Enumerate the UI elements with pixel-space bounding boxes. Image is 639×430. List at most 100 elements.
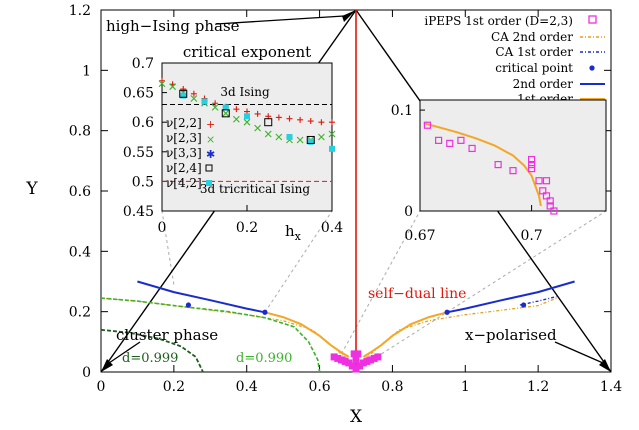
inset-left-y-tick-label: 0.5	[132, 174, 154, 190]
inset-right-x-tick-label: 0.7	[520, 228, 542, 244]
nu23-point	[275, 133, 283, 141]
phase-boundary-curves	[100, 280, 575, 373]
nu42-point	[222, 104, 229, 111]
x-tick-label: 0.2	[163, 379, 185, 395]
inset-left-xlabel: hx	[285, 222, 302, 243]
inset-left-xlabel-sub: x	[295, 230, 302, 243]
legend-label-2nd-order: 2nd order	[513, 77, 574, 91]
main-plot: 0 0.2 0.4 0.6 0.8 1 1.2 1.400.20.40.60.811.2 X …	[25, 3, 622, 427]
label-d-0990: d=0.990	[236, 351, 292, 366]
series-marker-nu22: +	[206, 118, 215, 131]
nu23-point	[169, 83, 177, 91]
nu23-point	[264, 130, 272, 138]
inset-left-series	[158, 77, 336, 152]
inset-left-y-tick-label: 0.45	[123, 204, 154, 220]
label-high-ising-phase: high−Ising phase	[106, 17, 240, 35]
guide-line	[264, 210, 333, 313]
arrow-top	[342, 10, 356, 22]
inset-left-x-tick-label: 0.4	[321, 220, 343, 236]
label-x-polarised: x−polarised	[465, 326, 557, 344]
second-order-left	[137, 280, 266, 314]
nu22-point	[233, 106, 240, 113]
nu22-point	[307, 118, 314, 125]
inset-critical-exponent: critical exponent 0 0.2 0.40.450.50.550.60…	[123, 43, 343, 243]
nu24-point	[264, 118, 273, 127]
y-tick-label: 1.2	[69, 3, 91, 19]
nu22-point	[180, 86, 187, 93]
legend-marker-ipeps	[588, 15, 597, 24]
nu23-point	[190, 95, 198, 102]
series-label-nu24: ν[2,4]	[166, 161, 202, 175]
main-tick-labels: 0 0.2 0.4 0.6 0.8 1 1.2 1.4 0 0.2 0.4 0.6 0.8 1 1.2	[69, 3, 622, 395]
y-axis-label: Y	[25, 179, 38, 199]
x-tick-label: 0	[97, 379, 106, 395]
nu22-point	[159, 77, 165, 84]
x-tick-label: 0.4	[236, 379, 258, 395]
guide-line	[381, 210, 607, 355]
inset-right-ipeps-point	[468, 144, 476, 153]
phase-labels: high−Ising phase self−dual line cluster …	[106, 17, 557, 366]
y-tick-label: 0	[82, 365, 91, 381]
arrow-right-shaft	[554, 341, 604, 364]
inset-right-ipeps-point	[527, 155, 536, 164]
nu42-point	[244, 113, 250, 120]
nu23-point	[211, 104, 219, 111]
inset-left-title: critical exponent	[183, 43, 311, 61]
ca-1st-order-right	[519, 295, 557, 306]
nu42-point	[180, 92, 187, 99]
nu24-point	[306, 135, 315, 144]
nu22-point	[275, 114, 282, 121]
inset-right-ipeps-point	[527, 160, 536, 169]
series-marker-nu24	[205, 164, 213, 172]
data-markers	[185, 302, 527, 373]
inset-right-x-tick-label: 0.67	[404, 228, 435, 244]
critical-point	[520, 302, 527, 308]
inset-left-x-tick-label: 0	[158, 220, 167, 236]
ipeps-point	[354, 350, 362, 358]
ipeps-point	[352, 356, 360, 364]
inset-right-ipeps-point	[435, 136, 443, 144]
nu42-point	[286, 134, 293, 140]
inset-right-ipeps-point	[546, 202, 554, 210]
series-label-nu33: ν[3,3]	[166, 146, 202, 160]
first-order-right	[362, 311, 448, 358]
legend-marker-critical-point	[589, 65, 595, 71]
nu42-point	[307, 138, 314, 145]
inset-right-ipeps-point	[535, 177, 543, 185]
x-tick-label: 1.2	[527, 379, 549, 395]
inset-right-ipeps-point	[494, 160, 502, 169]
inset-right-ipeps-point	[550, 207, 558, 215]
y-tick-label: 0.4	[69, 244, 91, 260]
inset-left-y-tick-label: 0.55	[123, 145, 154, 161]
inset-zoom: 0.67 0.7 0 0.1	[391, 99, 607, 244]
inset-right-ipeps-point	[539, 187, 547, 195]
series-label-nu23: ν[2,3]	[166, 131, 202, 145]
y-tick-label: 0.8	[69, 124, 91, 140]
nu23-point	[296, 136, 304, 144]
nu22-point	[254, 110, 261, 117]
x-tick-label: 0.6	[308, 379, 330, 395]
inset-right-ipeps-point	[457, 136, 465, 144]
inset-right-y-tick-label: 0.1	[391, 103, 413, 119]
inset-right-series	[423, 121, 558, 215]
y-tick-label: 0.6	[69, 184, 91, 200]
inset-right-ticks	[419, 109, 533, 212]
legend-label-critical-point: critical point	[495, 61, 573, 75]
nu22-point	[297, 116, 304, 123]
curve-d-0999	[100, 328, 204, 373]
x-tick-label: 1	[461, 379, 470, 395]
nu22-point	[329, 119, 335, 126]
inset-left-y-tick-label: 0.65	[123, 86, 154, 102]
nu23-point	[222, 109, 230, 117]
inset-left-y-tick-label: 0.7	[132, 56, 154, 72]
nu22-point	[212, 100, 219, 107]
nu23-point	[243, 118, 251, 126]
inset-left-series-labels: ν[2,2] ν[2,3] ν[3,3] ν[2,4] ν[4,2] + × ✱	[166, 116, 215, 190]
nu23-point	[254, 124, 262, 132]
legend-label-ca-1st: CA 1st order	[495, 45, 573, 59]
critical-point	[185, 302, 192, 308]
inset-right-ipeps-point	[542, 177, 551, 185]
critical-point	[444, 309, 450, 315]
nu42-point	[201, 98, 208, 105]
nu23-point	[328, 130, 336, 138]
